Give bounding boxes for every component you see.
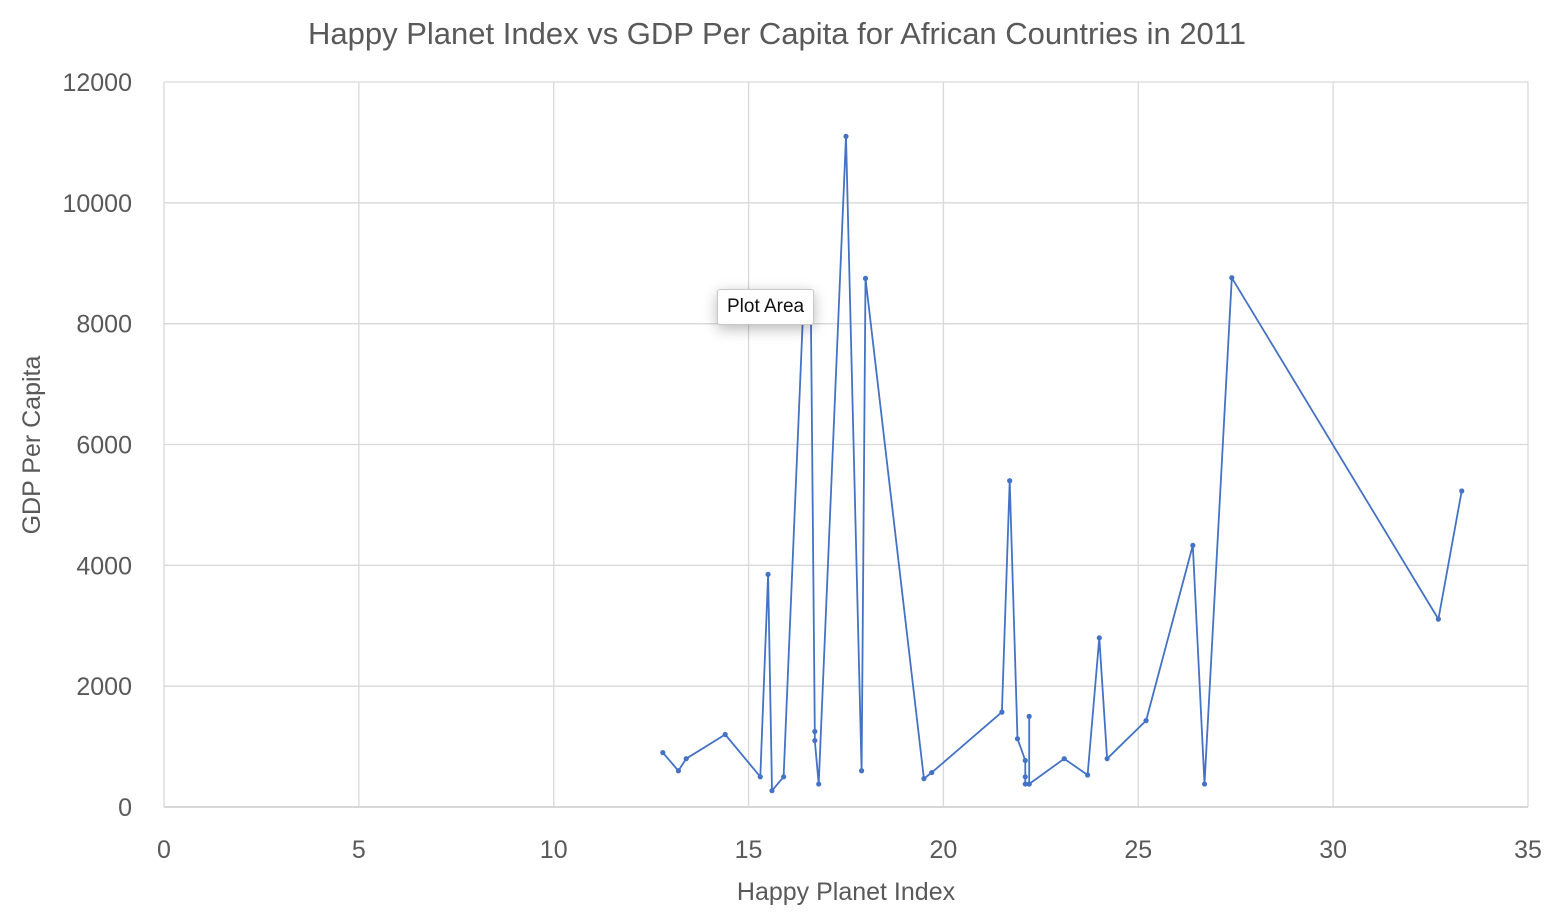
data-point[interactable]	[1022, 757, 1028, 764]
data-point[interactable]	[1190, 542, 1196, 548]
y-tick-label: 2000	[76, 673, 132, 701]
x-tick-label: 15	[735, 836, 763, 864]
y-tick-label: 10000	[62, 190, 132, 218]
y-tick-label: 6000	[76, 432, 132, 460]
data-point[interactable]	[1143, 718, 1149, 724]
x-tick-label: 30	[1319, 836, 1347, 864]
data-point[interactable]	[862, 275, 869, 281]
gridlines	[163, 81, 1529, 808]
x-tick-label: 5	[352, 836, 366, 864]
data-point[interactable]	[722, 731, 728, 738]
data-point[interactable]	[660, 750, 666, 756]
x-tick-label: 35	[1514, 836, 1542, 864]
data-point[interactable]	[1014, 736, 1021, 742]
data-point[interactable]	[765, 571, 771, 577]
data-point[interactable]	[843, 133, 849, 139]
data-point[interactable]	[1026, 781, 1032, 787]
y-tick-label: 4000	[76, 552, 132, 580]
data-point[interactable]	[683, 756, 689, 762]
chart-title: Happy Planet Index vs GDP Per Capita for…	[308, 16, 1246, 51]
plot-area[interactable]	[660, 133, 1465, 794]
data-point[interactable]	[1096, 635, 1102, 641]
y-axis-title: GDP Per Capita	[18, 356, 46, 535]
data-point[interactable]	[812, 737, 818, 744]
data-point[interactable]	[1022, 781, 1028, 787]
x-axis-title: Happy Planet Index	[737, 878, 956, 906]
data-point[interactable]	[675, 768, 682, 774]
plot-area-tooltip: Plot Area	[717, 289, 815, 325]
data-point[interactable]	[769, 788, 775, 794]
data-point[interactable]	[1201, 781, 1208, 787]
data-point[interactable]	[858, 768, 865, 774]
tooltip-label: Plot Area	[727, 296, 805, 317]
x-tick-label: 25	[1124, 836, 1152, 864]
x-tick-label: 20	[930, 836, 958, 864]
data-point[interactable]	[1061, 756, 1067, 762]
x-tick-label: 10	[540, 836, 568, 864]
data-point[interactable]	[1022, 774, 1028, 780]
data-point[interactable]	[1026, 713, 1032, 719]
data-point[interactable]	[812, 728, 818, 735]
data-point[interactable]	[1459, 488, 1465, 494]
data-point[interactable]	[781, 774, 787, 780]
series-line[interactable]	[662, 135, 1463, 792]
data-point[interactable]	[1104, 756, 1110, 762]
data-point[interactable]	[1007, 478, 1013, 484]
data-point[interactable]	[1229, 275, 1235, 281]
y-tick-label: 8000	[76, 311, 132, 339]
data-point[interactable]	[816, 781, 822, 787]
y-tick-label: 12000	[62, 69, 132, 97]
data-point[interactable]	[921, 776, 927, 782]
data-point[interactable]	[929, 769, 935, 776]
axes: 0 2000 4000 6000 8000 10000 12000 0 5 10 15 20 25 30 3…	[62, 69, 1541, 864]
data-point[interactable]	[999, 709, 1005, 715]
data-point[interactable]	[1085, 772, 1091, 778]
data-point[interactable]	[1435, 616, 1441, 622]
data-point[interactable]	[757, 774, 763, 780]
x-tick-label: 0	[157, 836, 171, 864]
y-tick-label: 0	[118, 794, 132, 822]
